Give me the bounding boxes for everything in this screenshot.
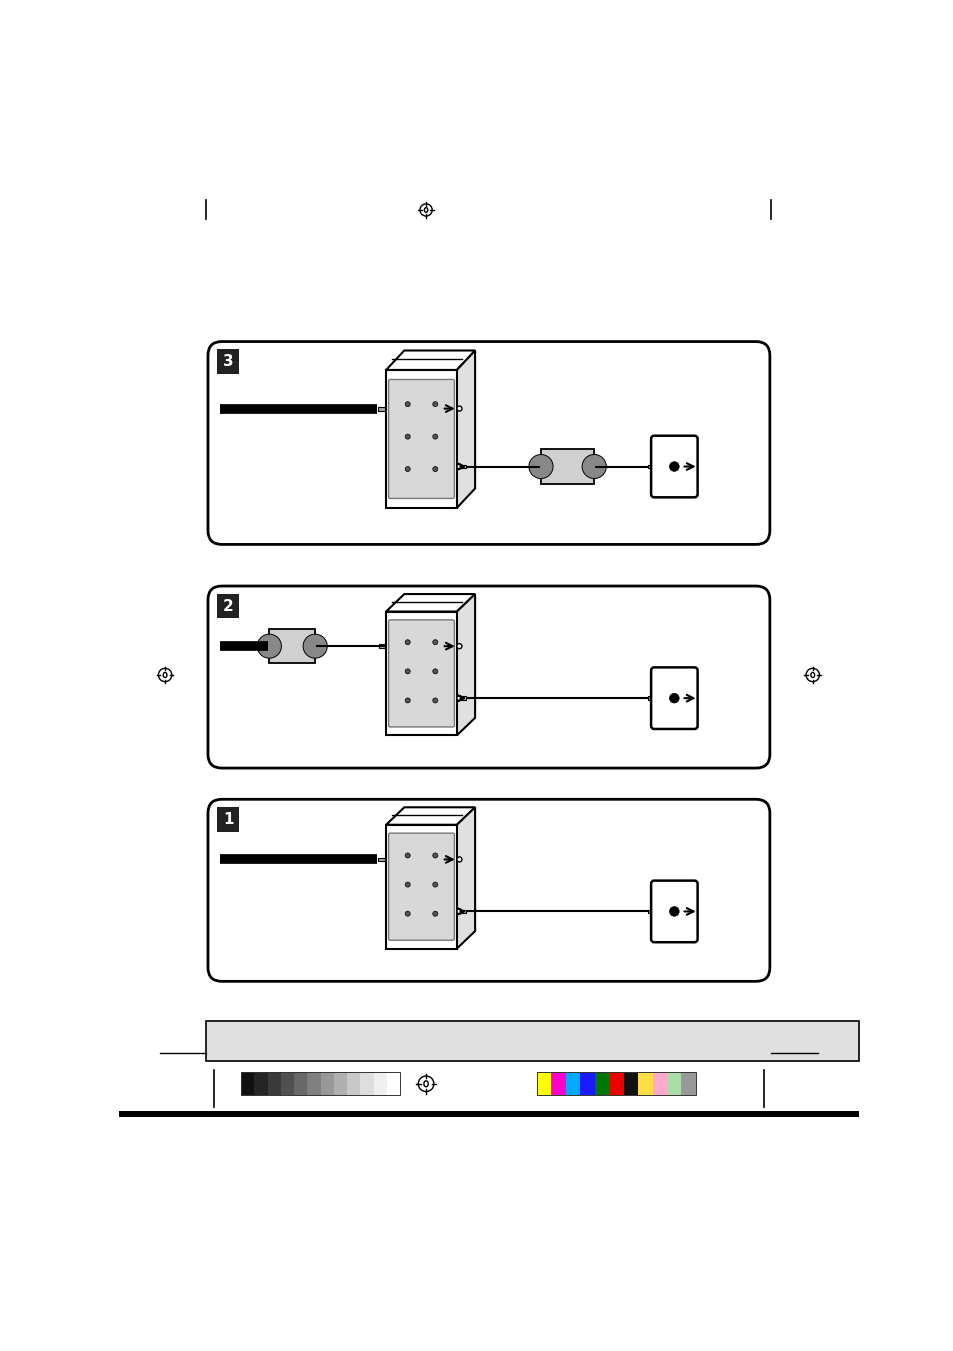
Bar bbox=[652, 1073, 666, 1096]
Bar bbox=[294, 1073, 307, 1096]
Bar bbox=[638, 1073, 652, 1096]
Circle shape bbox=[405, 882, 410, 888]
Text: 1: 1 bbox=[223, 812, 233, 827]
Bar bbox=[281, 1073, 294, 1096]
Circle shape bbox=[433, 852, 437, 858]
Circle shape bbox=[433, 434, 437, 439]
Bar bbox=[386, 824, 456, 948]
Circle shape bbox=[433, 401, 437, 407]
Circle shape bbox=[528, 454, 553, 478]
Bar bbox=[680, 1073, 696, 1096]
FancyBboxPatch shape bbox=[388, 834, 454, 940]
Bar bbox=[217, 807, 238, 832]
Circle shape bbox=[581, 454, 606, 478]
Bar bbox=[217, 350, 238, 374]
Circle shape bbox=[669, 907, 679, 916]
Bar bbox=[269, 630, 314, 663]
FancyBboxPatch shape bbox=[650, 881, 697, 942]
Bar bbox=[320, 1073, 334, 1096]
Bar bbox=[241, 1073, 400, 1096]
Circle shape bbox=[405, 911, 410, 916]
Bar bbox=[666, 1073, 680, 1096]
Circle shape bbox=[433, 640, 437, 644]
Circle shape bbox=[433, 882, 437, 888]
Bar bbox=[386, 370, 456, 508]
Bar bbox=[119, 1111, 858, 1117]
Bar bbox=[378, 644, 385, 648]
Circle shape bbox=[405, 669, 410, 674]
Circle shape bbox=[433, 698, 437, 703]
Circle shape bbox=[456, 696, 461, 701]
Bar bbox=[206, 1021, 858, 1061]
Bar bbox=[374, 1073, 387, 1096]
Bar bbox=[537, 1073, 695, 1096]
Bar bbox=[647, 465, 654, 469]
Circle shape bbox=[433, 466, 437, 471]
Polygon shape bbox=[456, 808, 475, 948]
Bar bbox=[609, 1073, 623, 1096]
Bar bbox=[254, 1073, 268, 1096]
Bar bbox=[623, 1073, 638, 1096]
Bar bbox=[647, 909, 654, 913]
Bar bbox=[551, 1073, 565, 1096]
Polygon shape bbox=[456, 350, 475, 508]
Bar bbox=[459, 465, 466, 469]
Circle shape bbox=[405, 434, 410, 439]
Bar bbox=[537, 1073, 551, 1096]
Bar bbox=[459, 696, 466, 700]
Text: 2: 2 bbox=[222, 598, 233, 613]
Circle shape bbox=[456, 643, 461, 648]
Circle shape bbox=[257, 634, 281, 658]
Bar bbox=[594, 1073, 609, 1096]
Circle shape bbox=[405, 466, 410, 471]
Bar bbox=[647, 696, 654, 700]
Circle shape bbox=[405, 401, 410, 407]
Bar bbox=[268, 1073, 281, 1096]
Bar bbox=[378, 407, 384, 411]
Bar bbox=[217, 593, 238, 619]
Bar bbox=[307, 1073, 320, 1096]
Polygon shape bbox=[386, 350, 475, 370]
Bar bbox=[334, 1073, 347, 1096]
Circle shape bbox=[433, 911, 437, 916]
Circle shape bbox=[456, 407, 461, 411]
Bar bbox=[387, 1073, 399, 1096]
Bar bbox=[540, 450, 594, 484]
Circle shape bbox=[405, 640, 410, 644]
Circle shape bbox=[405, 852, 410, 858]
Polygon shape bbox=[456, 594, 475, 735]
Bar bbox=[378, 858, 384, 862]
Bar bbox=[360, 1073, 374, 1096]
FancyBboxPatch shape bbox=[650, 667, 697, 730]
Circle shape bbox=[456, 857, 461, 862]
Bar bbox=[386, 612, 456, 735]
FancyBboxPatch shape bbox=[388, 380, 454, 499]
FancyBboxPatch shape bbox=[650, 436, 697, 497]
Circle shape bbox=[669, 462, 679, 471]
FancyBboxPatch shape bbox=[208, 800, 769, 981]
Circle shape bbox=[433, 669, 437, 674]
Circle shape bbox=[303, 634, 327, 658]
Text: 3: 3 bbox=[223, 354, 233, 369]
Bar bbox=[241, 1073, 254, 1096]
Circle shape bbox=[456, 463, 461, 469]
FancyBboxPatch shape bbox=[208, 586, 769, 769]
Bar bbox=[579, 1073, 594, 1096]
Bar bbox=[347, 1073, 360, 1096]
FancyBboxPatch shape bbox=[388, 620, 454, 727]
Circle shape bbox=[456, 909, 461, 913]
Polygon shape bbox=[386, 594, 475, 612]
Circle shape bbox=[405, 698, 410, 703]
Polygon shape bbox=[386, 808, 475, 824]
Bar bbox=[459, 909, 466, 913]
Bar bbox=[565, 1073, 579, 1096]
FancyBboxPatch shape bbox=[208, 342, 769, 544]
Circle shape bbox=[669, 693, 679, 703]
